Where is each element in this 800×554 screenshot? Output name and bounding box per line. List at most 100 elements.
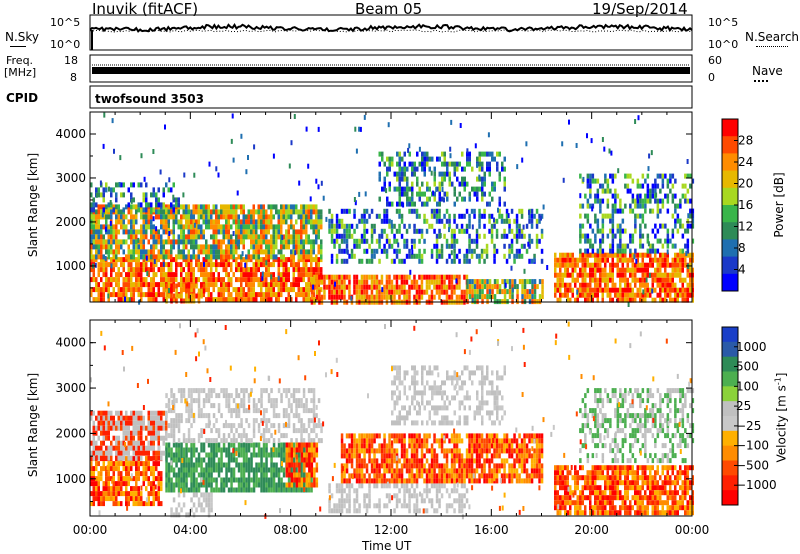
power-cell <box>430 213 434 219</box>
power-cell <box>220 224 223 230</box>
power-cell <box>460 223 464 229</box>
power-cell <box>649 292 652 298</box>
velocity-cell <box>95 491 98 497</box>
power-cell <box>483 151 486 157</box>
power-scatter-point <box>164 124 166 130</box>
power-cell <box>100 292 103 298</box>
power-cell <box>92 244 95 250</box>
velocity-cell <box>152 420 155 426</box>
power-cell <box>611 218 615 224</box>
power-cell <box>393 248 396 254</box>
power-cell <box>140 272 143 278</box>
power-cell <box>599 238 602 244</box>
power-cell <box>130 277 133 283</box>
velocity-cell <box>150 481 153 487</box>
velocity-cell <box>207 482 211 488</box>
power-cell <box>644 198 647 204</box>
power-cell <box>373 248 376 254</box>
velocity-cell <box>187 457 191 463</box>
power-cell <box>150 282 153 288</box>
power-cell <box>664 267 667 273</box>
power-scatter-point <box>334 281 336 287</box>
power-cell <box>420 274 424 280</box>
power-scatter-point <box>358 191 361 197</box>
velocity-cell <box>255 472 258 478</box>
power-cell <box>395 228 399 234</box>
power-cell <box>473 284 477 290</box>
power-cell <box>619 287 622 293</box>
power-cell <box>466 289 469 295</box>
power-cell <box>453 213 456 219</box>
power-cell <box>312 257 315 263</box>
power-cell <box>405 274 409 280</box>
power-cell <box>302 272 305 278</box>
power-cell <box>265 209 268 215</box>
velocity-cell <box>252 487 256 493</box>
power-cell <box>250 267 253 273</box>
power-scatter-point <box>167 223 170 228</box>
power-cell <box>212 262 215 268</box>
power-ytick-label: 1000 <box>55 259 86 273</box>
power-cell <box>435 208 439 214</box>
power-cell <box>478 233 481 239</box>
power-cell <box>428 284 431 290</box>
power-cell <box>237 254 240 260</box>
power-cell <box>370 279 374 285</box>
power-cell <box>115 244 118 250</box>
power-cell <box>461 166 464 172</box>
power-cell <box>666 183 670 189</box>
power-cell <box>664 262 667 268</box>
power-cell <box>520 208 524 214</box>
power-cell <box>162 192 165 198</box>
velocity-cell <box>125 461 128 467</box>
power-cell <box>388 243 391 249</box>
power-cell <box>212 239 215 245</box>
power-cell <box>373 253 376 259</box>
power-cell <box>373 274 376 280</box>
power-cell <box>604 267 607 273</box>
power-cell <box>631 262 634 268</box>
power-cell <box>390 258 394 264</box>
power-cell <box>222 254 225 260</box>
power-cell <box>290 204 293 210</box>
velocity-cell <box>175 418 178 424</box>
power-cell <box>654 178 657 184</box>
velocity-cell <box>177 467 181 473</box>
velocity-cell <box>137 491 140 497</box>
power-scatter-point <box>487 132 490 138</box>
power-cell <box>413 243 416 249</box>
power-cell <box>515 218 519 224</box>
power-cell <box>105 182 108 188</box>
power-cell <box>395 238 399 244</box>
power-cell <box>177 244 180 250</box>
power-cell <box>639 262 642 268</box>
power-scatter-point <box>113 148 115 154</box>
power-cell <box>295 282 298 288</box>
velocity-cell <box>92 425 95 431</box>
power-cell <box>671 233 675 239</box>
power-cell <box>581 272 584 278</box>
velocity-cell <box>230 467 233 473</box>
power-cell <box>247 229 250 235</box>
velocity-cell <box>117 476 120 482</box>
power-cell <box>165 239 168 245</box>
velocity-cell <box>200 462 203 468</box>
power-cell <box>461 151 464 157</box>
power-cell <box>453 171 456 177</box>
power-cell <box>240 229 243 235</box>
power-scatter-point <box>272 153 275 159</box>
power-cell <box>355 279 359 285</box>
power-cell <box>302 277 305 283</box>
power-cell <box>353 228 356 234</box>
power-cell <box>450 228 454 234</box>
power-cell <box>689 277 692 283</box>
velocity-cell <box>132 496 135 502</box>
power-cell <box>117 244 120 250</box>
power-cell <box>681 248 685 254</box>
power-cell <box>107 297 110 303</box>
power-cell <box>540 258 544 264</box>
power-cell <box>227 229 230 235</box>
power-scatter-point <box>387 122 390 128</box>
velocity-cell <box>282 447 286 453</box>
power-cell <box>639 267 642 273</box>
